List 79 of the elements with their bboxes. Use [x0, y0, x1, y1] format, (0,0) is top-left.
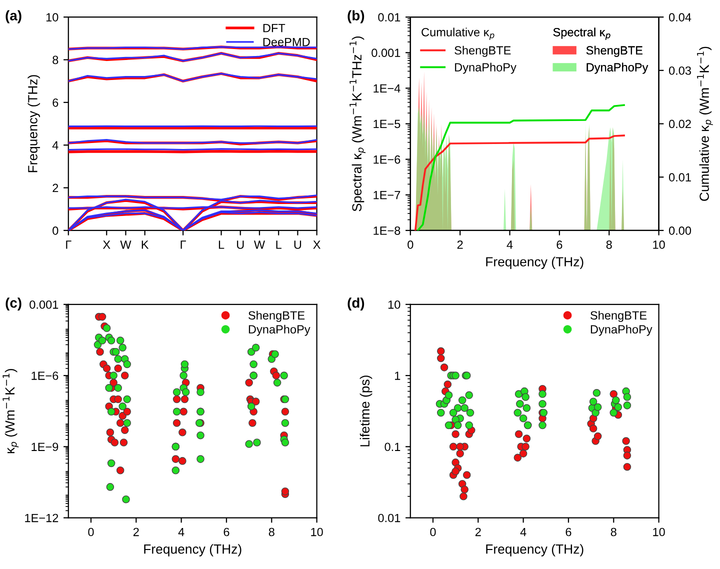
- x-tick-label: X: [313, 240, 320, 249]
- y-tick-label: 1E−8: [374, 226, 400, 235]
- x-tick-label: 0: [430, 528, 436, 536]
- y-tick-label: 1E−6: [32, 372, 58, 380]
- x-tick-label: L: [218, 240, 224, 249]
- y-tick-label: 10: [46, 13, 58, 22]
- legend-label: DynaPhoPy: [586, 62, 648, 74]
- x-tick-label: K: [142, 240, 149, 249]
- x-tick-label: 4: [178, 528, 184, 536]
- y-tick-label: 0.001: [372, 48, 400, 58]
- x-tick-label: 0: [408, 240, 414, 249]
- x-tick-label: X: [102, 240, 110, 249]
- annotation: Cumulative κ$_{p}$: [422, 28, 494, 40]
- legend-label: DynaPhoPy: [248, 324, 310, 336]
- y2-tick-label: 0.03: [668, 66, 691, 75]
- legend-label: DynaPhoPy: [455, 62, 516, 74]
- x-tick-label: 10: [311, 528, 323, 536]
- y-tick-label: 0.01: [378, 13, 400, 22]
- x-tick-label: 10: [653, 528, 665, 536]
- y-tick-label: 6: [52, 98, 58, 107]
- y-tick-label: 1E−7: [374, 191, 400, 200]
- text: (a): [6, 10, 22, 24]
- legend-label: ShengBTE: [454, 46, 511, 57]
- y2-axis-title: Cumulative κ$_{p}$ (Wm$^{−1}$K$^{−1}$): [697, 46, 713, 201]
- y2-tick-label: 0.01: [668, 173, 691, 182]
- x-tick-label: 4: [520, 528, 526, 536]
- y-axis-title: κ$_{p}$ (Wm$^{−1}$K$^{−1}$): [2, 369, 19, 454]
- x-tick-label: Γ: [180, 240, 186, 249]
- x-tick-label: 2: [457, 240, 463, 249]
- legend-label: DynaPhoPy: [590, 324, 652, 336]
- x-tick-label: 6: [556, 240, 562, 249]
- y-tick-label: 0: [52, 226, 58, 235]
- legend-label: DFT: [263, 24, 286, 32]
- text: (b): [348, 10, 364, 24]
- x-tick-label: Γ: [66, 240, 72, 249]
- y-tick-label: 1E−6: [374, 155, 400, 164]
- y2-tick-label: 0.02: [668, 120, 691, 128]
- y-axis-title: Frequency (THz): [28, 75, 40, 172]
- x-tick-label: 4: [506, 240, 513, 249]
- x-tick-label: 6: [224, 528, 230, 536]
- y-tick-label: 0.1: [384, 442, 400, 452]
- x-axis-title: Frequency (THz): [486, 256, 584, 270]
- y-tick-label: 1E−9: [32, 442, 58, 452]
- x-axis-title: Frequency (THz): [486, 544, 584, 556]
- x-tick-label: W: [254, 240, 266, 249]
- y-tick-label: 10: [388, 300, 400, 309]
- text: (d): [348, 298, 364, 311]
- y-tick-label: 4: [52, 141, 58, 150]
- y-tick-label: 0.001: [30, 300, 58, 309]
- x-tick-label: 6: [566, 528, 572, 536]
- x-axis-title: Frequency (THz): [144, 544, 242, 556]
- y-tick-label: 8: [52, 56, 58, 64]
- x-tick-label: 2: [475, 528, 481, 536]
- x-tick-label: 0: [88, 528, 94, 536]
- y-tick-label: 1E−4: [374, 84, 400, 92]
- y-tick-label: 1E−5: [374, 120, 400, 128]
- x-tick-label: L: [276, 240, 282, 249]
- y2-tick-label: 0.04: [668, 13, 692, 22]
- text: Spectral κ$_{p}$ (Wm$^{−1}$K$^{−1}$THz$^{−1}$): [350, 36, 366, 212]
- legend-label: ShengBTE: [590, 310, 647, 322]
- x-tick-label: U: [294, 240, 302, 249]
- legend-label: DeePMD: [263, 38, 310, 46]
- legend-label: ShengBTE: [248, 310, 305, 322]
- x-tick-label: 2: [133, 528, 139, 536]
- x-tick-label: 8: [268, 528, 274, 536]
- annotation: Spectral κ$_{p}$: [553, 28, 610, 40]
- y-axis-title: Lifetime (ps): [360, 376, 372, 446]
- text: (c): [6, 298, 22, 311]
- y-tick-label: 1: [395, 372, 400, 380]
- x-tick-label: 8: [606, 240, 612, 249]
- y-tick-label: 0.01: [378, 514, 400, 522]
- y2-tick-label: 0.00: [668, 226, 692, 235]
- x-tick-label: 10: [653, 240, 665, 249]
- x-tick-label: 8: [610, 528, 616, 536]
- x-tick-label: W: [120, 240, 132, 249]
- legend-label: ShengBTE: [586, 46, 642, 57]
- y-tick-label: 1E−12: [25, 514, 58, 522]
- y-tick-label: 2: [52, 184, 58, 192]
- x-tick-label: U: [237, 240, 244, 249]
